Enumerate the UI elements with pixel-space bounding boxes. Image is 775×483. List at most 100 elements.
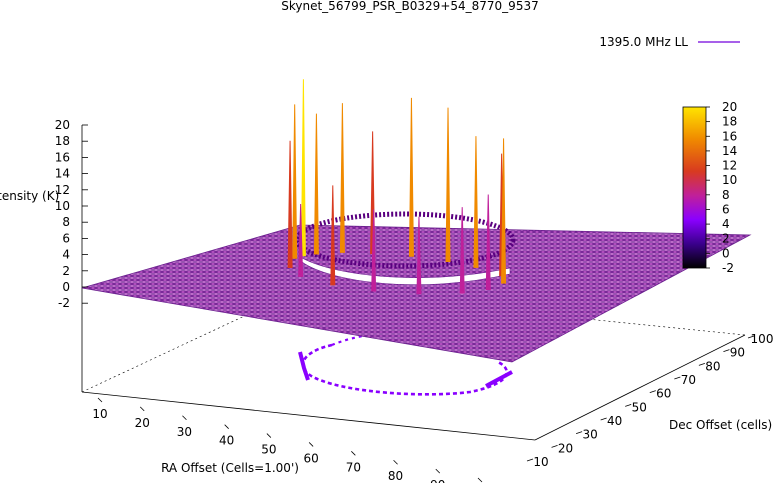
y-axis: 10 20 30 40 50 60 70 80 90 100 Dec Offset (cells) xyxy=(526,332,774,469)
x-tick-mark xyxy=(351,451,356,456)
legend: 1395.0 MHz LL xyxy=(599,35,740,49)
colorbar-tick-label: 6 xyxy=(722,202,730,216)
surface-peak xyxy=(313,113,319,255)
z-tick-label: 4 xyxy=(62,248,70,262)
colorbar-tick-label: 10 xyxy=(722,173,737,187)
y-tick-label: 10 xyxy=(533,455,548,469)
surface-peak xyxy=(300,79,306,257)
y-tick-label: 60 xyxy=(656,387,671,401)
z-axis-label: Intensity (K) xyxy=(0,189,59,203)
colorbar-tick-label: 4 xyxy=(722,217,730,231)
y-tick-mark xyxy=(649,390,656,394)
surface-peak xyxy=(485,194,491,291)
x-tick-label: 80 xyxy=(388,469,403,483)
surface-peak xyxy=(339,103,345,253)
peaks xyxy=(287,79,507,295)
x-tick-label: 30 xyxy=(177,425,192,439)
colorbar-tick-label: 8 xyxy=(722,188,730,202)
x-tick-label: 10 xyxy=(92,407,107,421)
z-tick-label: 12 xyxy=(55,183,70,197)
y-tick-label: 20 xyxy=(558,441,573,455)
y-tick-label: 40 xyxy=(607,414,622,428)
colorbar-tick-label: 0 xyxy=(722,246,730,260)
z-tick-label: 0 xyxy=(62,280,70,294)
x-tick-mark xyxy=(182,415,187,421)
x-tick-mark xyxy=(393,459,398,465)
surface-peak xyxy=(292,104,298,259)
colorbar-tick-label: 20 xyxy=(722,100,737,114)
surface-peak xyxy=(298,203,304,277)
surface-peak xyxy=(501,138,507,284)
x-tick-mark xyxy=(224,424,229,429)
y-tick-mark xyxy=(526,458,534,462)
x-tick-mark xyxy=(139,406,145,412)
surface-peak xyxy=(408,97,414,257)
legend-label: 1395.0 MHz LL xyxy=(599,35,688,49)
surface-peak xyxy=(416,216,422,295)
x-tick-mark xyxy=(266,433,272,438)
y-tick-mark xyxy=(674,376,681,380)
z-tick-label: 20 xyxy=(55,118,70,132)
z-tick-label: 2 xyxy=(62,264,70,278)
surface-peak xyxy=(459,207,465,294)
surface-peak xyxy=(445,107,451,263)
y-tick-label: 70 xyxy=(681,373,696,387)
chart-title: Skynet_56799_PSR_B0329+54_8770_9537 xyxy=(281,0,538,13)
x-tick-mark xyxy=(477,477,483,483)
x-tick-mark xyxy=(308,442,314,447)
y-tick-mark xyxy=(747,335,755,339)
colorbar-tick-label: -2 xyxy=(722,261,734,275)
y-tick-label: 100 xyxy=(751,332,774,346)
x-axis-label: RA Offset (Cells=1.00') xyxy=(161,461,299,475)
z-tick-label: 10 xyxy=(55,199,70,213)
y-axis-label: Dec Offset (cells) xyxy=(669,418,772,432)
z-tick-label: 14 xyxy=(55,167,70,181)
y-tick-label: 80 xyxy=(705,359,720,373)
y-tick-mark xyxy=(551,444,558,448)
y-tick-mark xyxy=(698,362,706,366)
z-tick-label: 6 xyxy=(62,231,70,245)
x-tick-label: 60 xyxy=(303,451,318,465)
z-tick-label: 16 xyxy=(55,150,70,164)
colorbar-tick-label: 16 xyxy=(722,129,737,143)
colorbar-tick-label: 18 xyxy=(722,115,737,129)
surface-peak xyxy=(287,140,293,269)
surface-peak xyxy=(371,209,377,292)
colorbar-tick-label: 2 xyxy=(722,232,730,246)
x-tick-mark xyxy=(435,468,441,474)
z-tick-label: 8 xyxy=(62,215,70,229)
colorbar-tick-label: 12 xyxy=(722,159,737,173)
x-tick-mark xyxy=(97,397,103,403)
surface-plane xyxy=(81,224,752,363)
ring-outline xyxy=(294,211,516,269)
y-ticks: 10 20 30 40 50 60 70 80 90 100 xyxy=(526,332,774,469)
x-tick-label: 90 xyxy=(430,478,445,483)
x-tick-label: 50 xyxy=(261,443,276,457)
colorbar-gradient xyxy=(682,106,707,269)
colorbar-tick-label: 14 xyxy=(722,144,737,158)
z-tick-label: -2 xyxy=(58,296,70,310)
y-tick-mark xyxy=(625,403,632,407)
x-tick-label: 70 xyxy=(346,460,361,474)
floor-frame xyxy=(81,125,746,441)
y-tick-mark xyxy=(600,417,607,421)
surface-peak xyxy=(330,185,336,286)
x-tick-label: 20 xyxy=(135,416,150,430)
y-tick-mark xyxy=(723,349,730,353)
surface-peak xyxy=(473,136,479,268)
x-tick-label: 40 xyxy=(219,434,234,448)
y-tick-label: 30 xyxy=(582,428,597,442)
projection-dense-right xyxy=(485,370,513,388)
y-tick-mark xyxy=(575,431,583,435)
z-tick-label: 18 xyxy=(55,134,70,148)
ring-base xyxy=(301,257,511,285)
z-ticks: -2 0 2 4 6 8 10 12 14 16 18 20 xyxy=(55,118,88,310)
y-tick-label: 90 xyxy=(730,346,745,360)
y-tick-label: 50 xyxy=(632,400,647,414)
z-axis: Intensity (K) -2 0 2 4 6 8 10 12 14 16 18 20 xyxy=(0,118,88,310)
